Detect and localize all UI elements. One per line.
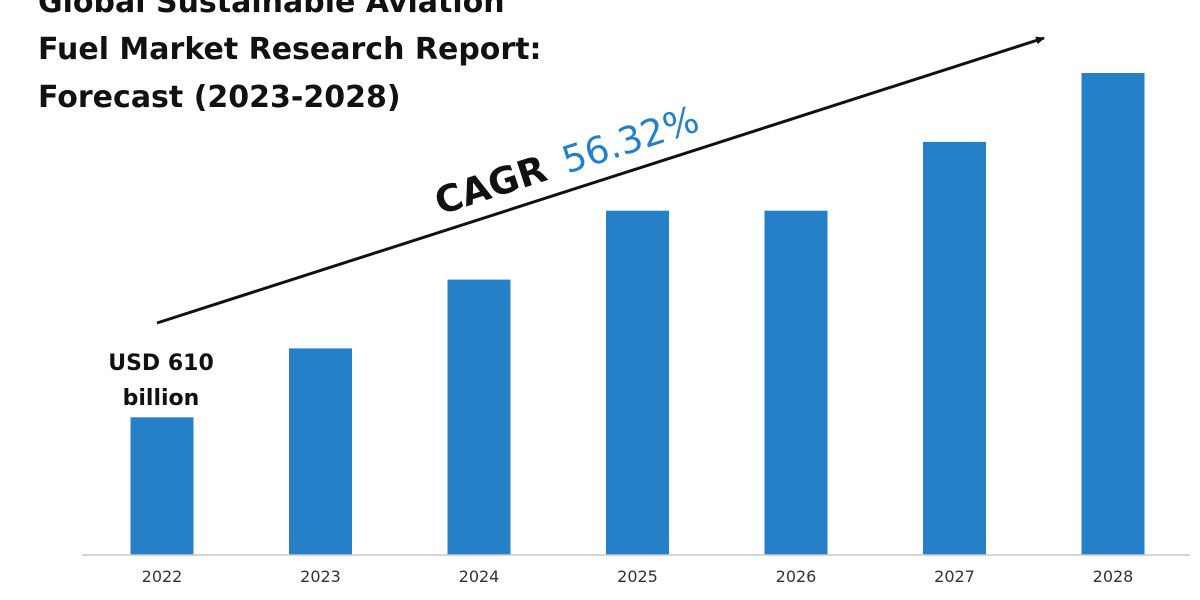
first-bar-callout: USD 610 billion xyxy=(108,351,214,411)
bar-2023 xyxy=(289,348,352,555)
x-tick-label-2026: 2026 xyxy=(776,567,817,586)
growth-arrow xyxy=(156,36,1045,325)
bar-2024 xyxy=(447,279,511,555)
chart-title-line-1: Global Sustainable Aviation xyxy=(38,0,505,20)
bars-layer xyxy=(130,73,1145,555)
chart-title-line-3: Forecast (2023-2028) xyxy=(38,80,401,115)
x-tick-label-2022: 2022 xyxy=(142,567,183,586)
x-tick-label-2024: 2024 xyxy=(459,567,500,586)
x-tick-label-2028: 2028 xyxy=(1093,567,1134,586)
bar-2025 xyxy=(606,210,669,555)
bar-2022 xyxy=(130,417,194,555)
cagr-label: CAGR xyxy=(429,147,551,223)
x-tick-label-2027: 2027 xyxy=(934,567,975,586)
bar-2027 xyxy=(923,141,986,555)
callout-line-2: billion xyxy=(123,386,200,411)
chart-title: Global Sustainable Aviation Fuel Market … xyxy=(37,0,542,116)
callout-line-1: USD 610 xyxy=(108,351,214,376)
bar-2026 xyxy=(764,210,828,555)
x-tick-label-2023: 2023 xyxy=(300,567,341,586)
chart-title-line-2: Fuel Market Research Report: xyxy=(38,32,542,67)
x-tick-labels: 2022 2023 2024 2025 2026 2027 2028 xyxy=(142,567,1134,586)
bar-2028 xyxy=(1081,73,1145,555)
x-tick-label-2025: 2025 xyxy=(617,567,658,586)
